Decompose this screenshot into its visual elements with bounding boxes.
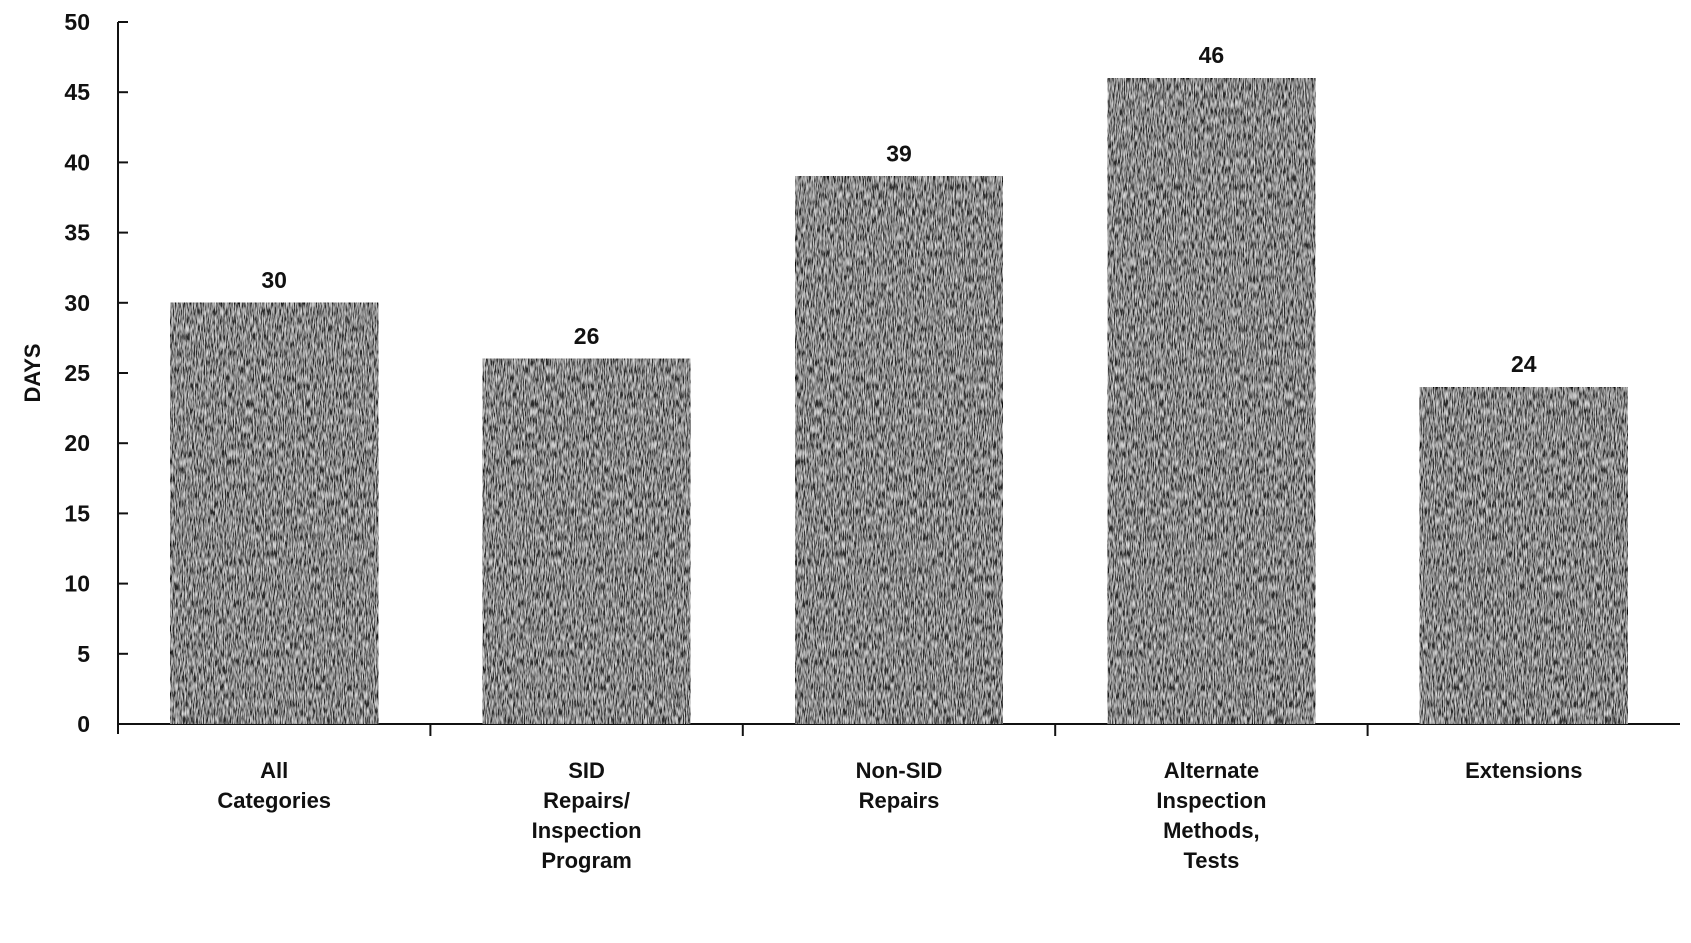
data-label: 26 [574,323,600,349]
category-label-line: Tests [1183,848,1239,873]
category-label: SID Repairs/Inspection Program [532,758,642,873]
y-tick-label: 5 [77,641,90,667]
y-tick-label: 35 [64,220,90,246]
category-label: Alternate Inspection Methods, Tests [1156,758,1266,873]
category-label-line: SID [568,758,605,783]
category-label-line: Non-SID [856,758,943,783]
y-tick-label: 50 [64,9,90,35]
y-tick-label: 25 [64,360,90,386]
category-label-line: Inspection [1156,788,1266,813]
data-label: 24 [1511,351,1537,377]
data-label: 30 [261,267,287,293]
bar [1418,386,1629,725]
data-label: 46 [1199,42,1225,68]
category-label: All Categories [217,758,331,813]
category-label: Extensions [1465,758,1582,783]
y-tick-label: 0 [77,711,90,737]
data-label: 39 [886,140,912,166]
category-label-line: Repairs/ [543,788,630,813]
labels: 30 All Categories 26 SID Repairs/Inspection Pr… [217,42,1582,873]
y-tick-label: 20 [64,430,90,456]
y-axis-label: DAYS [20,343,45,402]
y-tick-label: 45 [64,79,90,105]
category-label: Non-SID Repairs [856,758,943,813]
y-tick-label: 30 [64,290,90,316]
y-tick-label: 40 [64,149,90,175]
category-label-line: Program [541,848,631,873]
y-tick-label: 15 [64,500,90,526]
bar [794,175,1004,725]
category-label-line: Alternate [1164,758,1259,783]
category-label-line: Extensions [1465,758,1582,783]
bars [169,77,1629,726]
category-label-line: Repairs [859,788,940,813]
y-tick-label: 10 [64,571,90,597]
category-label-line: All [260,758,288,783]
bar [1106,77,1317,726]
category-label-line: Categories [217,788,331,813]
bar [481,357,692,725]
bar [169,301,380,725]
category-label-line: Inspection [532,818,642,843]
category-label-line: Methods, [1163,818,1260,843]
